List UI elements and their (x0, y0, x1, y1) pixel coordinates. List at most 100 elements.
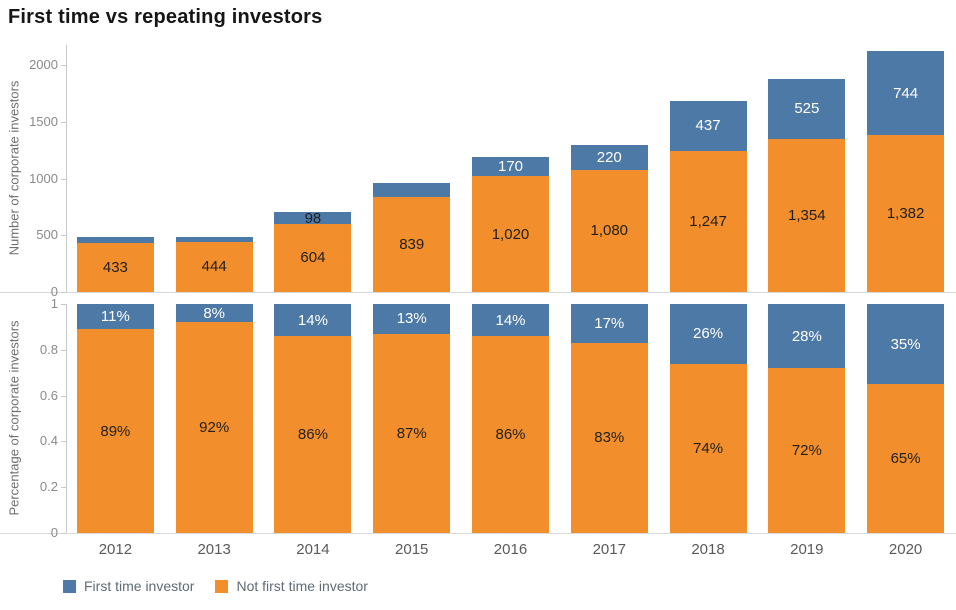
y-tick-label: 1000 (29, 170, 58, 186)
bar-value-label: 13% (396, 310, 427, 328)
bar-segment-not-first-time[interactable]: 604 (274, 223, 352, 292)
bar-segment-first-time[interactable]: 11% (76, 304, 154, 330)
bar-value-label: 14% (495, 311, 526, 329)
bar-segment-first-time[interactable]: 98 (274, 209, 352, 227)
bar-segment-not-first-time[interactable]: 1,354 (768, 138, 846, 292)
y-tick-label: 1 (50, 296, 58, 311)
y-tick-label: 0.8 (39, 341, 58, 357)
x-tick-label: 2017 (592, 541, 626, 558)
top-x-axis-line (0, 292, 956, 293)
y-tick-label: 0 (50, 284, 58, 299)
bar-value-label: 83% (594, 429, 625, 447)
chart-title: First time vs repeating investors (8, 6, 323, 28)
bar-segment-first-time[interactable]: 14% (274, 304, 352, 337)
y-tick-mark (61, 65, 66, 66)
bar-segment-not-first-time[interactable]: 1,382 (867, 135, 945, 292)
bar-value-label: 8% (203, 304, 225, 322)
bar-value-label: 433 (102, 258, 128, 276)
bar-segment-first-time[interactable] (76, 236, 154, 243)
bar-value-label: 17% (594, 314, 625, 332)
y-tick-mark (61, 179, 66, 180)
y-tick-mark (61, 533, 66, 534)
y-tick-mark (61, 396, 66, 397)
bar-segment-not-first-time[interactable]: 87% (373, 333, 451, 533)
bar-segment-first-time[interactable]: 437 (669, 101, 747, 151)
bar-value-label: 839 (399, 235, 425, 253)
bar-value-label: 1,080 (590, 222, 629, 240)
bar-value-label: 65% (890, 450, 921, 468)
bar-value-label: 74% (693, 439, 724, 457)
bar-segment-first-time[interactable]: 8% (175, 304, 253, 323)
y-tick-mark (61, 292, 66, 293)
y-tick-mark (61, 304, 66, 305)
x-tick-label: 2019 (790, 541, 824, 558)
bar-segment-not-first-time[interactable]: 83% (570, 342, 648, 533)
bar-value-label: 744 (893, 84, 919, 102)
bar-segment-not-first-time[interactable]: 433 (76, 242, 154, 292)
bar-value-label: 28% (791, 327, 822, 345)
bar-value-label: 11% (100, 308, 130, 326)
x-tick-label: 2015 (395, 541, 429, 558)
legend-item-not-first-time-investor[interactable]: Not first time investor (215, 578, 368, 594)
x-tick-label: 2018 (691, 541, 725, 558)
bottom-x-axis-line (0, 533, 956, 534)
bar-segment-first-time[interactable]: 220 (570, 144, 648, 170)
x-tick-label: 2014 (296, 541, 330, 558)
bar-segment-not-first-time[interactable]: 65% (867, 384, 945, 533)
bar-value-label: 26% (693, 325, 724, 343)
bar-value-label: 35% (890, 335, 921, 353)
bar-segment-first-time[interactable]: 26% (669, 304, 747, 364)
bar-segment-first-time[interactable]: 28% (768, 304, 846, 369)
bar-segment-not-first-time[interactable]: 89% (76, 329, 154, 533)
y-tick-label: 2000 (29, 57, 58, 73)
bar-segment-not-first-time[interactable]: 1,020 (472, 176, 549, 292)
bar-value-label: 170 (497, 158, 524, 176)
bottom-y-axis-line (66, 304, 67, 533)
bar-value-label: 437 (695, 117, 721, 135)
top-y-axis-line (66, 45, 67, 292)
chart-legend: First time investor Not first time inves… (63, 578, 368, 594)
y-tick-mark (61, 487, 66, 488)
bar-segment-not-first-time[interactable]: 92% (175, 322, 253, 533)
bar-value-label: 87% (396, 424, 427, 442)
y-tick-label: 0.4 (39, 433, 58, 449)
bar-segment-first-time[interactable]: 13% (373, 304, 451, 334)
bar-segment-not-first-time[interactable]: 86% (274, 336, 352, 533)
bar-value-label: 1,354 (788, 206, 826, 224)
bottom-chart-plot: 89% 11% 92% 8% 86% 14% 87% 13% 86% 14% 83% 17% 74% 26… (66, 304, 955, 533)
bar-segment-not-first-time[interactable]: 444 (175, 241, 253, 292)
bar-value-label: 14% (297, 311, 328, 329)
y-tick-label: 0.6 (39, 387, 58, 403)
x-tick-label: 2012 (98, 541, 133, 558)
bar-value-label: 92% (199, 419, 230, 437)
bar-segment-not-first-time[interactable]: 86% (472, 336, 549, 533)
bar-segment-first-time[interactable] (175, 237, 253, 242)
bar-segment-first-time[interactable]: 170 (472, 157, 549, 177)
legend-item-first-time-investor[interactable]: First time investor (63, 578, 194, 594)
bar-segment-not-first-time[interactable]: 72% (768, 368, 846, 533)
legend-swatch-orange-icon (215, 579, 229, 593)
bar-value-label: 1,382 (886, 205, 925, 223)
bar-segment-not-first-time[interactable]: 1,247 (669, 150, 747, 292)
legend-label: Not first time investor (236, 578, 368, 594)
bar-segment-not-first-time[interactable]: 839 (373, 196, 451, 292)
y-tick-label: 500 (36, 227, 58, 243)
y-tick-mark (61, 441, 66, 442)
bar-segment-first-time[interactable]: 35% (867, 304, 945, 385)
bar-value-label: 98 (304, 209, 322, 227)
bar-value-label: 86% (297, 426, 328, 444)
top-chart-plot: 433 444 604 98 839 1,020 170 1,080 220 1,247 437 1,… (66, 45, 955, 292)
bar-value-label: 444 (201, 258, 227, 276)
legend-swatch-blue-icon (63, 579, 76, 593)
bar-value-label: 72% (791, 442, 822, 460)
bar-segment-first-time[interactable]: 17% (570, 304, 648, 343)
bar-segment-first-time[interactable] (373, 182, 451, 197)
bar-segment-first-time[interactable]: 525 (768, 79, 846, 139)
bar-segment-not-first-time[interactable]: 74% (669, 363, 747, 533)
bar-segment-first-time[interactable]: 14% (472, 304, 549, 337)
y-tick-label: 0 (50, 525, 58, 540)
bar-value-label: 604 (300, 249, 326, 267)
bar-segment-not-first-time[interactable]: 1,080 (570, 169, 648, 292)
bar-segment-first-time[interactable]: 744 (867, 51, 945, 136)
